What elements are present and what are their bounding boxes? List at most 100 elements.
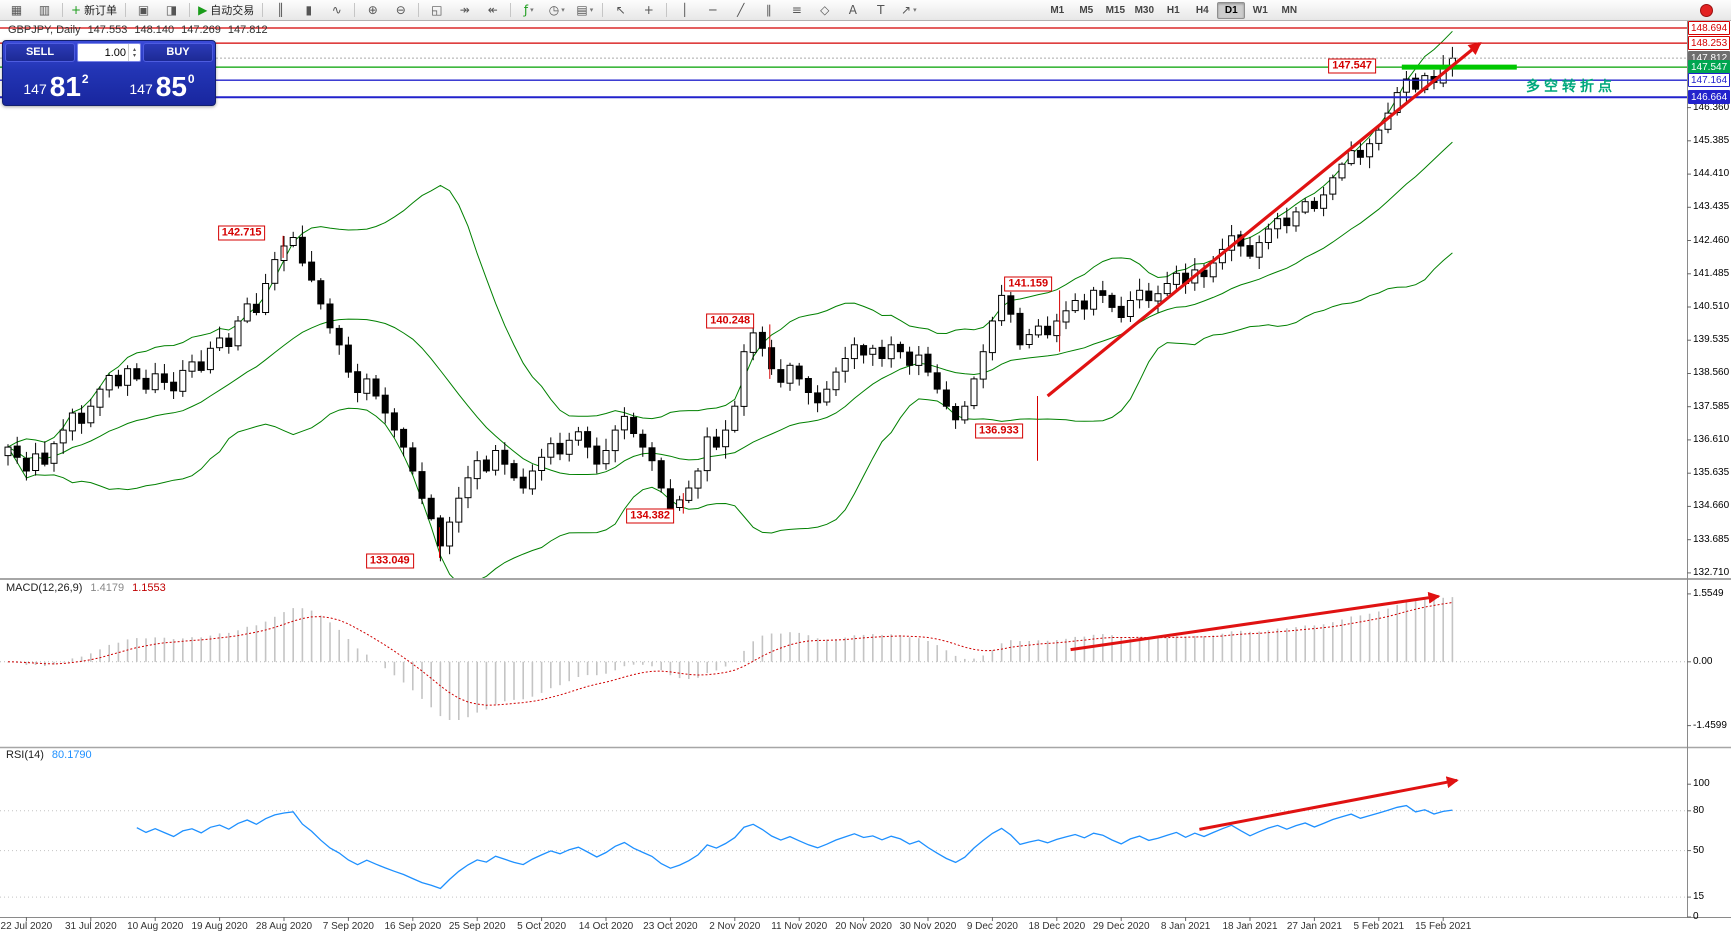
volume-input[interactable]: 1.00 ▴ ▾ bbox=[77, 43, 141, 62]
dropdown-caret-icon[interactable]: ▾ bbox=[913, 6, 917, 14]
templates-icon[interactable]: ▤ ▾ bbox=[571, 1, 598, 20]
zoom-out-icon[interactable]: ⊖ bbox=[387, 1, 414, 20]
rsi-scale-label: 15 bbox=[1693, 891, 1705, 903]
date-label[interactable]: 15 Feb 2021 bbox=[1415, 921, 1472, 932]
date-label[interactable]: 10 Aug 2020 bbox=[127, 921, 184, 932]
date-label[interactable]: 25 Sep 2020 bbox=[448, 921, 506, 932]
candles bbox=[4, 46, 1456, 562]
toolbar-separator bbox=[189, 3, 191, 17]
buy-button[interactable]: BUY bbox=[143, 43, 213, 62]
chart-shift-icon[interactable]: ↞ bbox=[479, 1, 506, 20]
date-label[interactable]: 11 Nov 2020 bbox=[771, 921, 828, 932]
data-window-icon[interactable]: ▥ bbox=[31, 1, 58, 20]
fibonacci-icon[interactable]: ≡ bbox=[783, 1, 810, 20]
periods-icon[interactable]: ◷ ▾ bbox=[543, 1, 570, 20]
date-label[interactable]: 28 Aug 2020 bbox=[255, 921, 313, 932]
buy-price-pips: 85 bbox=[155, 70, 187, 102]
date-label[interactable]: 16 Sep 2020 bbox=[384, 921, 442, 932]
zoom-in-icon: ⊕ bbox=[367, 3, 378, 17]
volume-down-icon[interactable]: ▾ bbox=[132, 51, 136, 59]
price-callout-141.159[interactable]: 141.159 bbox=[1004, 276, 1053, 292]
horizontal-line-icon[interactable]: ─ bbox=[699, 1, 726, 20]
date-label[interactable]: 8 Jan 2021 bbox=[1160, 921, 1211, 932]
arrows-tool-icon[interactable]: ↗ ▾ bbox=[895, 1, 922, 20]
volume-spinner[interactable]: ▴ ▾ bbox=[128, 44, 140, 61]
date-label[interactable]: 9 Dec 2020 bbox=[966, 921, 1018, 932]
price-marker-147.547: 147.547 bbox=[1688, 60, 1730, 75]
macd-signal-line bbox=[7, 602, 1453, 706]
timeframe-m1[interactable]: M1 bbox=[1050, 4, 1065, 16]
date-label[interactable]: 20 Nov 2020 bbox=[835, 921, 892, 932]
bar-chart-icon[interactable]: ║ bbox=[267, 1, 294, 20]
date-label[interactable]: 5 Feb 2021 bbox=[1353, 921, 1405, 932]
timeframe-h1[interactable]: H1 bbox=[1166, 4, 1180, 16]
tile-windows-icon[interactable]: ◱ bbox=[423, 1, 450, 20]
date-label[interactable]: 18 Dec 2020 bbox=[1028, 921, 1086, 932]
macd-trend-arrow[interactable] bbox=[1070, 591, 1441, 652]
rsi-trend-arrow[interactable] bbox=[1199, 776, 1459, 831]
dropdown-caret-icon[interactable]: ▾ bbox=[561, 6, 565, 14]
date-label[interactable]: 31 Jul 2020 bbox=[64, 921, 117, 932]
toolbar-separator bbox=[418, 3, 420, 17]
price-callout-140.248[interactable]: 140.248 bbox=[706, 313, 755, 329]
terminal-icon: ▣ bbox=[137, 3, 150, 17]
date-label[interactable]: 23 Oct 2020 bbox=[643, 921, 698, 932]
timeframe-m15[interactable]: M15 bbox=[1105, 4, 1126, 16]
bull-bear-turning-point-note[interactable]: 多空转折点 bbox=[1526, 78, 1616, 94]
terminal-icon[interactable]: ▣ bbox=[130, 1, 157, 20]
trend-arrow[interactable] bbox=[1046, 41, 1482, 398]
price-callout-136.933[interactable]: 136.933 bbox=[974, 423, 1023, 439]
timeframe-m30[interactable]: M30 bbox=[1134, 4, 1155, 16]
strategy-tester-icon: ◨ bbox=[165, 3, 178, 17]
date-label[interactable]: 2 Nov 2020 bbox=[709, 921, 761, 932]
trendline-icon: ╱ bbox=[737, 3, 745, 17]
channel-icon: ∥ bbox=[765, 3, 772, 17]
sell-price-prefix: 147 bbox=[23, 81, 47, 97]
autotrading-button[interactable]: ▶ 自动交易 bbox=[194, 1, 258, 20]
date-label[interactable]: 14 Oct 2020 bbox=[578, 921, 634, 932]
volume-up-icon[interactable]: ▴ bbox=[132, 45, 136, 53]
shapes-icon[interactable]: ◇ bbox=[811, 1, 838, 20]
price-scale-label: 134.660 bbox=[1693, 500, 1730, 512]
rsi-scale-label: 80 bbox=[1693, 804, 1705, 816]
date-label[interactable]: 19 Aug 2020 bbox=[191, 921, 248, 932]
timeframe-mn[interactable]: MN bbox=[1281, 4, 1298, 16]
dropdown-caret-icon[interactable]: ▾ bbox=[530, 6, 534, 14]
rsi-title: RSI(14) bbox=[6, 749, 44, 761]
timeframe-h4[interactable]: H4 bbox=[1195, 4, 1209, 16]
zoom-in-icon[interactable]: ⊕ bbox=[359, 1, 386, 20]
price-scale-label: 145.385 bbox=[1693, 134, 1730, 146]
candlestick-chart-icon[interactable]: ▮ bbox=[295, 1, 322, 20]
date-label[interactable]: 30 Nov 2020 bbox=[899, 921, 957, 932]
timeframe-w1[interactable]: W1 bbox=[1252, 4, 1268, 16]
date-label[interactable]: 27 Jan 2021 bbox=[1286, 921, 1342, 932]
date-label[interactable]: 18 Jan 2021 bbox=[1222, 921, 1278, 932]
crosshair-icon[interactable]: + bbox=[635, 1, 662, 20]
sell-button[interactable]: SELL bbox=[5, 43, 75, 62]
date-label[interactable]: 22 Jul 2020 bbox=[0, 921, 53, 932]
price-callout-133.049[interactable]: 133.049 bbox=[365, 553, 414, 569]
dropdown-caret-icon[interactable]: ▾ bbox=[589, 6, 594, 14]
new-order-button[interactable]: + 新订单 bbox=[67, 1, 121, 20]
label-icon[interactable]: T bbox=[867, 1, 894, 20]
strategy-tester-icon[interactable]: ◨ bbox=[158, 1, 185, 20]
price-callout-142.715[interactable]: 142.715 bbox=[217, 225, 266, 241]
cursor-icon[interactable]: ↖ bbox=[607, 1, 634, 20]
price-callout-134.382[interactable]: 134.382 bbox=[626, 508, 675, 524]
timeframe-d1[interactable]: D1 bbox=[1217, 1, 1246, 19]
market-watch-icon[interactable]: ▦ bbox=[3, 1, 30, 20]
trendline-icon[interactable]: ╱ bbox=[727, 1, 754, 20]
date-label[interactable]: 5 Oct 2020 bbox=[517, 921, 567, 932]
indicators-icon[interactable]: ƒ ▾ bbox=[515, 1, 542, 20]
auto-scroll-icon[interactable]: ↠ bbox=[451, 1, 478, 20]
price-scale-label: 141.485 bbox=[1693, 267, 1730, 279]
text-icon[interactable]: A bbox=[839, 1, 866, 20]
timeframe-m5[interactable]: M5 bbox=[1079, 4, 1094, 16]
date-label[interactable]: 29 Dec 2020 bbox=[1092, 921, 1150, 932]
channel-icon[interactable]: ∥ bbox=[755, 1, 782, 20]
date-label[interactable]: 7 Sep 2020 bbox=[322, 921, 374, 932]
vertical-line-icon[interactable]: │ bbox=[671, 1, 698, 20]
price-callout-147.547[interactable]: 147.547 bbox=[1328, 58, 1376, 74]
line-chart-icon[interactable]: ∿ bbox=[323, 1, 350, 20]
